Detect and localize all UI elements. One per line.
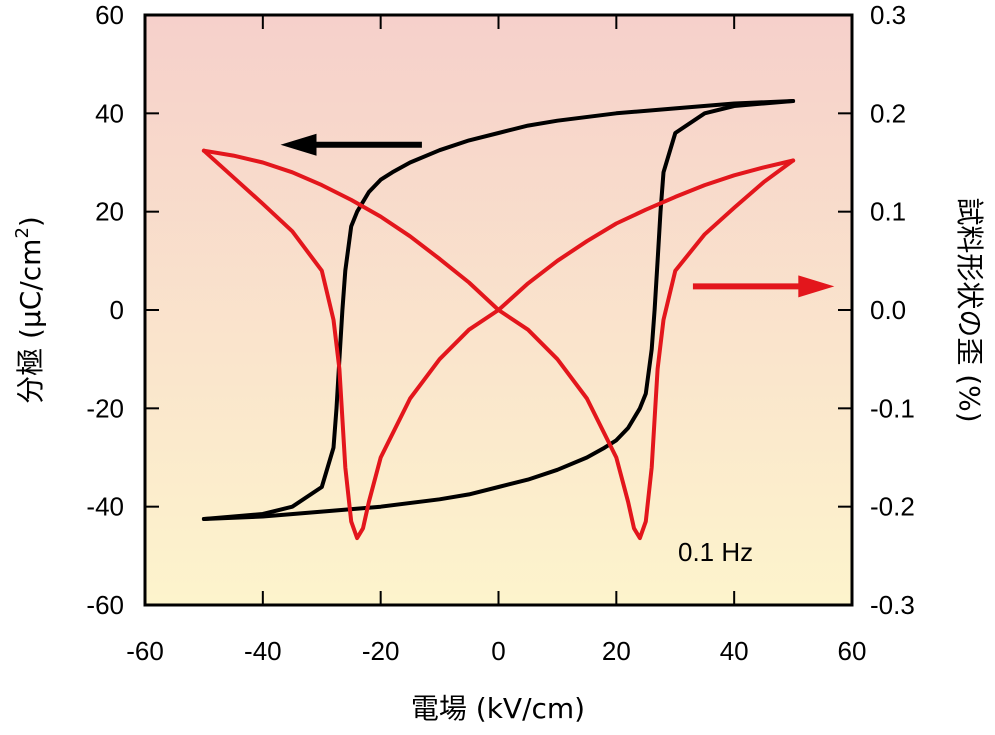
y-tick-label-left: -20 (86, 393, 124, 423)
x-tick-label: 20 (602, 636, 631, 666)
annotation-frequency: 0.1 Hz (678, 537, 753, 567)
x-axis-label: 電場 (kV/cm) (411, 692, 585, 725)
y-axis-label-left-close: ) (14, 216, 47, 227)
series-2-branch-1 (201, 148, 796, 541)
series-1-branch-1 (201, 99, 796, 521)
arrow-layer (280, 133, 835, 298)
y-tick-label-right: 0.0 (870, 295, 906, 325)
x-tick-label: 40 (720, 636, 749, 666)
y-axis-label-left-sup: 2 (12, 227, 33, 238)
y-tick-label-left: 60 (95, 0, 124, 30)
tick-layer: -60 -40 -20 0 20 40 60-60-40-200204060-0.3-0.2… (86, 0, 914, 666)
series-2-branch-2 (201, 148, 796, 541)
x-tick-label: -60 (126, 636, 164, 666)
y-axis-label-left: 分極 (μC/cm2) (12, 216, 47, 404)
y-tick-label-right: -0.3 (870, 590, 915, 620)
y-tick-label-left: -40 (86, 492, 124, 522)
y-tick-label-right: -0.1 (870, 393, 915, 423)
x-tick-label: -20 (362, 636, 400, 666)
y-tick-label-right: 0.1 (870, 197, 906, 227)
y-axis-label-left-main: 分極 (μC/cm (14, 239, 47, 404)
y-tick-label-left: 20 (95, 197, 124, 227)
y-tick-label-right: 0.3 (870, 0, 906, 30)
y-tick-label-left: 0 (110, 295, 124, 325)
arrow-1-head (280, 133, 317, 156)
y-tick-label-left: 40 (95, 98, 124, 128)
series-1-branch-2 (201, 99, 796, 521)
x-tick-label: 0 (491, 636, 505, 666)
arrow-2-head (798, 275, 835, 298)
y-tick-label-right: 0.2 (870, 98, 906, 128)
x-tick-label: 60 (838, 636, 867, 666)
y-tick-label-right: -0.2 (870, 492, 915, 522)
series-layer (201, 99, 796, 541)
y-tick-label-left: -60 (86, 590, 124, 620)
y-axis-label-right: 試料形状の歪 (%) (953, 197, 986, 422)
x-tick-label: -40 (244, 636, 282, 666)
